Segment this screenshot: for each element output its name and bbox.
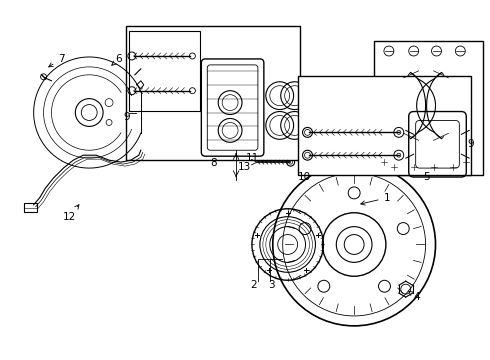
- Bar: [129, 31, 200, 111]
- Text: 7: 7: [49, 54, 65, 67]
- Text: 9: 9: [123, 112, 130, 122]
- Bar: [137, 145, 147, 153]
- Bar: [374, 41, 483, 175]
- Text: 3: 3: [269, 280, 275, 290]
- Text: 10: 10: [297, 172, 311, 182]
- Text: 8: 8: [210, 158, 217, 168]
- Text: 2: 2: [250, 280, 257, 290]
- Text: 13: 13: [238, 162, 251, 172]
- Text: 4: 4: [408, 291, 420, 302]
- Text: 11: 11: [245, 153, 259, 163]
- Bar: [126, 26, 299, 160]
- Text: 12: 12: [63, 205, 79, 222]
- Text: 1: 1: [361, 193, 390, 205]
- Text: 6: 6: [112, 54, 122, 65]
- Bar: [24, 203, 37, 212]
- Text: 5: 5: [423, 172, 430, 182]
- Text: 9: 9: [467, 139, 473, 149]
- Bar: [297, 76, 471, 175]
